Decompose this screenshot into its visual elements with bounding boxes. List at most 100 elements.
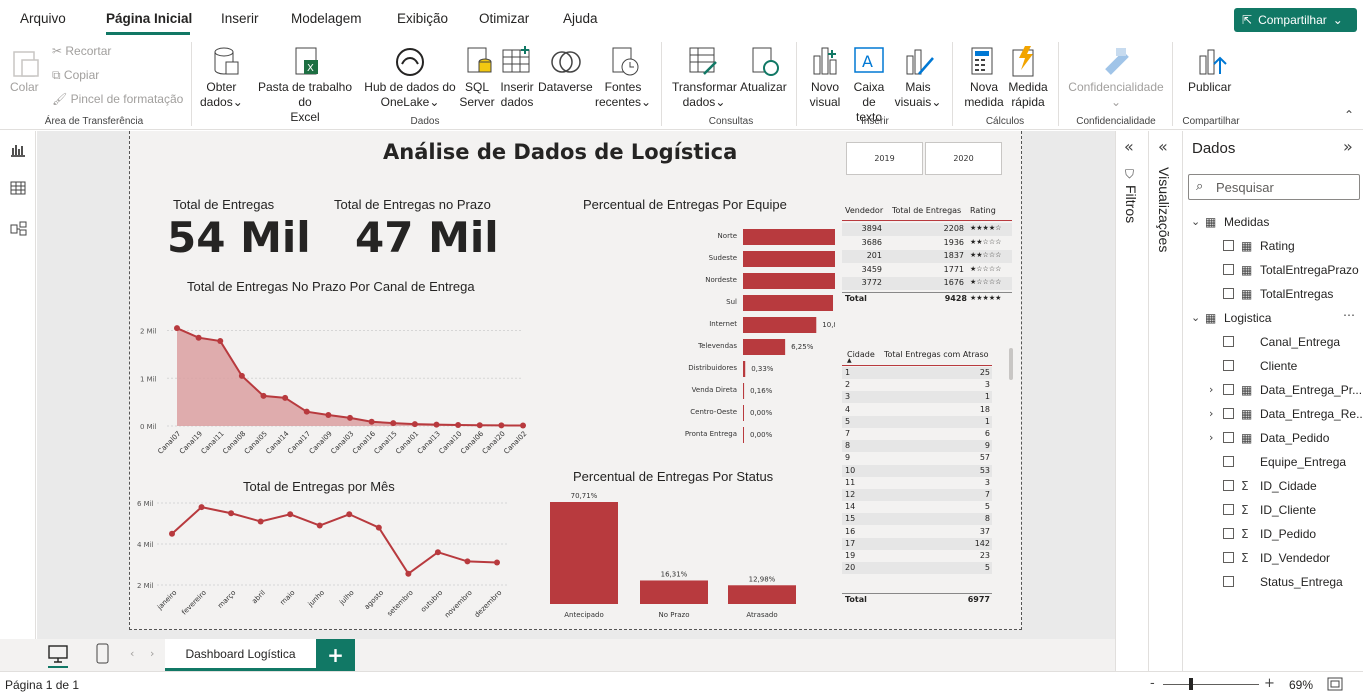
field-checkbox[interactable] bbox=[1223, 480, 1234, 491]
field-item[interactable]: Data_Pedido bbox=[1260, 431, 1330, 445]
get-data-button[interactable]: Obter dados⌄ bbox=[200, 80, 243, 109]
field-checkbox[interactable] bbox=[1223, 552, 1234, 563]
zoom-in-icon[interactable]: + bbox=[1264, 676, 1275, 691]
field-checkbox[interactable] bbox=[1223, 456, 1234, 467]
menu-modelagem[interactable]: Modelagem bbox=[291, 11, 362, 26]
year-button-2019[interactable]: 2019 bbox=[846, 142, 923, 175]
table-cell: 37 bbox=[979, 526, 990, 536]
field-checkbox[interactable] bbox=[1223, 576, 1234, 587]
more-visuals-button[interactable]: Mais visuais⌄ bbox=[894, 80, 942, 109]
fit-to-page-icon[interactable] bbox=[1327, 677, 1343, 691]
new-measure-button[interactable]: Nova medida bbox=[964, 80, 1004, 110]
visualizations-label[interactable]: Visualizações bbox=[1156, 167, 1172, 253]
zoom-slider-thumb[interactable] bbox=[1189, 678, 1193, 690]
field-item[interactable]: ID_Cliente bbox=[1260, 503, 1317, 517]
menu-arquivo[interactable]: Arquivo bbox=[20, 11, 66, 26]
field-checkbox[interactable] bbox=[1223, 432, 1234, 443]
prev-page-icon[interactable]: ‹ bbox=[130, 647, 135, 660]
chevron-right-icon[interactable]: › bbox=[1209, 431, 1214, 444]
year-button-2020[interactable]: 2020 bbox=[925, 142, 1002, 175]
field-item[interactable]: TotalEntregas bbox=[1260, 287, 1334, 301]
menu-exibicao[interactable]: Exibição bbox=[397, 11, 449, 26]
field-checkbox[interactable] bbox=[1223, 384, 1234, 395]
new-visual-button[interactable]: Novo visual bbox=[808, 80, 842, 110]
field-item[interactable]: Equipe_Entrega bbox=[1260, 455, 1347, 469]
chevron-down-icon[interactable]: ⌄ bbox=[1191, 311, 1201, 324]
paste-button[interactable]: Colar bbox=[10, 80, 39, 94]
field-checkbox[interactable] bbox=[1223, 504, 1234, 515]
format-painter-button[interactable]: 🖌 Pincel de formatação bbox=[52, 92, 183, 107]
publish-button[interactable]: Publicar bbox=[1188, 80, 1232, 94]
field-checkbox[interactable] bbox=[1223, 264, 1234, 275]
enter-data-button[interactable]: Inserir dados bbox=[498, 80, 536, 110]
field-item[interactable]: Cliente bbox=[1260, 359, 1298, 373]
refresh-button[interactable]: Atualizar bbox=[740, 80, 787, 94]
table-row: 3459 1771 ★☆☆☆☆ bbox=[842, 263, 1012, 277]
column-header[interactable]: Cidade bbox=[847, 350, 875, 359]
table-name-logistica[interactable]: Logistica bbox=[1224, 311, 1272, 325]
onelake-hub-button[interactable]: Hub de dados do OneLake⌄ bbox=[364, 80, 456, 109]
transform-data-button[interactable]: Transformar dados⌄ bbox=[672, 80, 737, 109]
menu-inserir[interactable]: Inserir bbox=[221, 11, 259, 26]
desktop-layout-icon[interactable] bbox=[48, 645, 70, 665]
data-point bbox=[303, 408, 310, 415]
data-point bbox=[217, 338, 224, 345]
field-checkbox[interactable] bbox=[1223, 336, 1234, 347]
table-view-icon[interactable] bbox=[10, 181, 26, 195]
menu-ajuda[interactable]: Ajuda bbox=[563, 11, 598, 26]
quick-measure-button[interactable]: Medida rápida bbox=[1006, 80, 1050, 110]
column-header[interactable]: Total de Entregas bbox=[892, 206, 962, 215]
field-item[interactable]: Data_Entrega_Pr... bbox=[1260, 383, 1363, 397]
expand-visualizations-icon[interactable]: « bbox=[1158, 137, 1168, 156]
field-checkbox[interactable] bbox=[1223, 528, 1234, 539]
field-item[interactable]: Status_Entrega bbox=[1260, 575, 1343, 589]
chevron-right-icon[interactable]: › bbox=[1209, 383, 1214, 396]
page-tab-dashboard[interactable]: Dashboard Logística bbox=[165, 639, 316, 671]
column-header[interactable]: Total Entregas com Atraso bbox=[884, 350, 989, 359]
field-checkbox[interactable] bbox=[1223, 408, 1234, 419]
menu-pagina-inicial[interactable]: Página Inicial bbox=[106, 11, 193, 26]
excel-workbook-button[interactable]: Pasta de trabalho do Excel bbox=[250, 80, 360, 125]
field-checkbox[interactable] bbox=[1223, 288, 1234, 299]
chevron-right-icon[interactable]: › bbox=[1209, 407, 1214, 420]
dataverse-button[interactable]: Dataverse bbox=[538, 80, 593, 94]
recent-sources-button[interactable]: Fontes recentes⌄ bbox=[595, 80, 652, 109]
onelake-icon bbox=[396, 48, 424, 76]
cut-button[interactable]: ✂ Recortar bbox=[52, 44, 111, 59]
sensitivity-button[interactable]: Confidencialidade ⌄ bbox=[1068, 80, 1164, 109]
chevron-down-icon[interactable]: ⌄ bbox=[1191, 215, 1201, 228]
menu-otimizar[interactable]: Otimizar bbox=[479, 11, 530, 26]
copy-button[interactable]: ⧉ Copiar bbox=[52, 68, 99, 83]
mobile-layout-icon[interactable] bbox=[96, 643, 110, 665]
field-item[interactable]: ID_Pedido bbox=[1260, 527, 1317, 541]
field-item[interactable]: TotalEntregaPrazo bbox=[1260, 263, 1359, 277]
field-item[interactable]: Canal_Entrega bbox=[1260, 335, 1341, 349]
expand-filters-icon[interactable]: « bbox=[1124, 137, 1134, 156]
collapse-data-pane-icon[interactable]: » bbox=[1343, 137, 1353, 156]
scrollbar-thumb[interactable] bbox=[1009, 348, 1013, 380]
report-view-icon[interactable] bbox=[10, 143, 26, 157]
field-item[interactable]: ID_Vendedor bbox=[1260, 551, 1331, 565]
field-item[interactable]: Rating bbox=[1260, 239, 1295, 253]
filters-label[interactable]: Filtros bbox=[1123, 185, 1139, 224]
field-item[interactable]: Data_Entrega_Re... bbox=[1260, 407, 1363, 421]
table-name-medidas[interactable]: Medidas bbox=[1224, 215, 1270, 229]
add-page-button[interactable]: + bbox=[316, 639, 355, 671]
column-header[interactable]: Rating bbox=[970, 206, 996, 215]
collapse-ribbon-icon[interactable]: ⌃ bbox=[1344, 108, 1355, 122]
model-view-icon[interactable] bbox=[10, 221, 28, 237]
data-point bbox=[325, 412, 332, 419]
next-page-icon[interactable]: › bbox=[150, 647, 155, 660]
field-checkbox[interactable] bbox=[1223, 240, 1234, 251]
search-icon: ⌕ bbox=[1196, 179, 1204, 194]
share-button[interactable]: ⇱ Compartilhar ⌄ bbox=[1234, 8, 1357, 32]
sql-server-button[interactable]: SQL Server bbox=[458, 80, 496, 110]
field-item[interactable]: ID_Cidade bbox=[1260, 479, 1317, 493]
zoom-out-icon[interactable]: - bbox=[1150, 676, 1155, 691]
field-checkbox[interactable] bbox=[1223, 360, 1234, 371]
search-input[interactable]: ⌕ Pesquisar bbox=[1188, 174, 1360, 200]
text-box-button[interactable]: Caixa de texto bbox=[846, 80, 892, 125]
zoom-slider-track[interactable] bbox=[1163, 684, 1259, 685]
column-header[interactable]: Vendedor bbox=[845, 206, 884, 215]
more-options-icon[interactable]: ⋯ bbox=[1343, 308, 1355, 322]
